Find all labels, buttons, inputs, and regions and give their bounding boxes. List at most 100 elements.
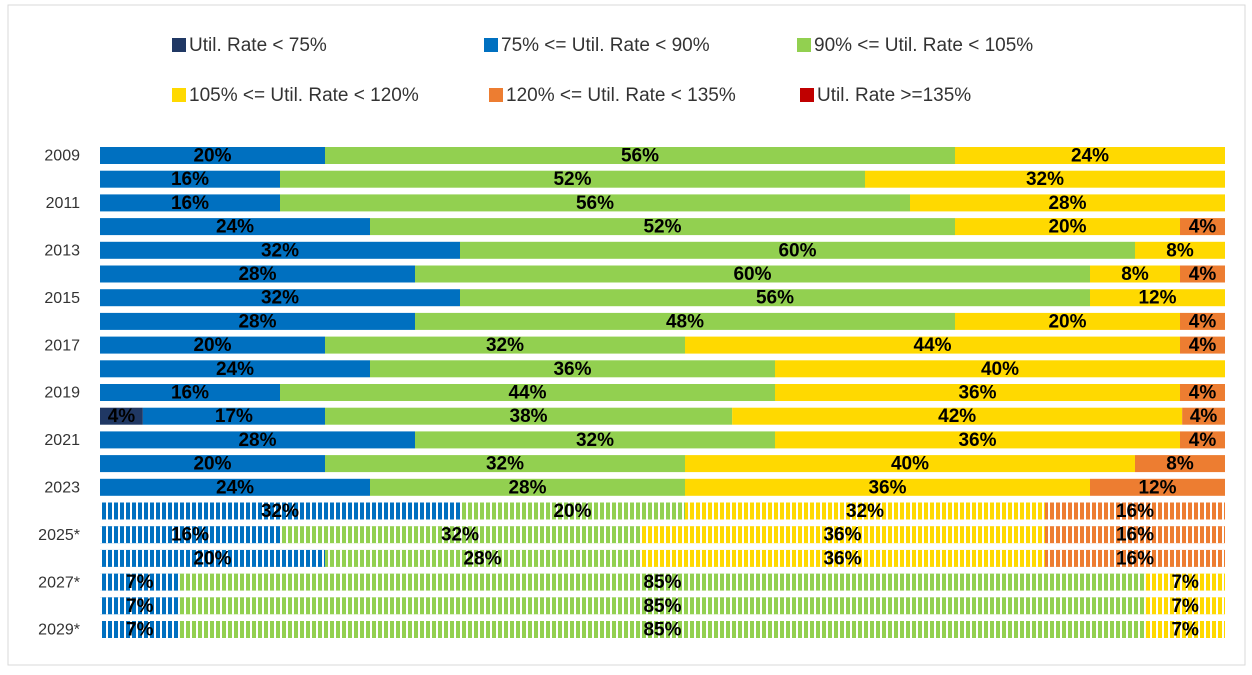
legend-label: 75% <= Util. Rate < 90% bbox=[501, 35, 710, 56]
bar-segment bbox=[100, 218, 370, 236]
bar-segment bbox=[100, 241, 460, 259]
data-label: 24% bbox=[216, 477, 254, 498]
data-label: 4% bbox=[1189, 311, 1217, 332]
hatch bbox=[100, 526, 280, 544]
data-label: 44% bbox=[508, 383, 546, 404]
bar-segment bbox=[415, 312, 955, 330]
bar-segment bbox=[100, 478, 370, 496]
data-label: 36% bbox=[553, 359, 591, 380]
data-label: 32% bbox=[261, 501, 299, 522]
y-tick-label: 2029* bbox=[38, 622, 80, 639]
bar-segment bbox=[100, 384, 280, 401]
data-label: 4% bbox=[1189, 430, 1217, 451]
bar-segment bbox=[325, 147, 955, 164]
bar-segment bbox=[415, 431, 775, 449]
data-label: 28% bbox=[463, 548, 501, 569]
data-label: 40% bbox=[981, 359, 1019, 380]
data-label: 4% bbox=[108, 406, 136, 427]
bar-segment bbox=[732, 407, 1183, 425]
data-label: 56% bbox=[576, 193, 614, 214]
data-label: 36% bbox=[868, 477, 906, 498]
hatch bbox=[460, 502, 685, 520]
data-label: 16% bbox=[171, 525, 209, 546]
bar-segment bbox=[1180, 265, 1225, 283]
bar-segment bbox=[1090, 478, 1225, 496]
data-label: 56% bbox=[621, 146, 659, 167]
bar-segment bbox=[1180, 312, 1225, 330]
y-tick-label: 2021 bbox=[44, 432, 80, 449]
bar-segment bbox=[100, 431, 415, 449]
data-label: 20% bbox=[193, 146, 231, 167]
data-label: 20% bbox=[1048, 217, 1086, 238]
bar-segment bbox=[865, 170, 1225, 188]
data-label: 16% bbox=[1116, 548, 1154, 569]
data-label: 32% bbox=[486, 454, 524, 475]
y-tick-label: 2019 bbox=[44, 385, 80, 402]
hatch bbox=[685, 502, 1045, 520]
data-label: 60% bbox=[778, 240, 816, 261]
data-label: 60% bbox=[733, 264, 771, 285]
data-label: 8% bbox=[1166, 454, 1194, 475]
y-tick-label: 2027* bbox=[38, 574, 80, 591]
bar-segment bbox=[100, 336, 325, 354]
data-label: 85% bbox=[643, 572, 681, 593]
hatch bbox=[179, 597, 1146, 615]
data-label: 32% bbox=[261, 288, 299, 309]
bar-segment bbox=[1180, 384, 1225, 401]
bar-segment bbox=[460, 241, 1135, 259]
bar-segment bbox=[142, 407, 325, 425]
data-label: 52% bbox=[553, 169, 591, 190]
bar-segment bbox=[100, 194, 280, 212]
legend-label: 90% <= Util. Rate < 105% bbox=[814, 35, 1033, 56]
y-tick-label: 2009 bbox=[44, 148, 80, 165]
legend-label: Util. Rate >=135% bbox=[817, 85, 971, 106]
data-label: 8% bbox=[1166, 240, 1194, 261]
data-label: 7% bbox=[126, 572, 154, 593]
hatch bbox=[179, 621, 1146, 638]
bar-segment bbox=[1090, 265, 1180, 283]
hatch bbox=[100, 502, 460, 520]
data-label: 16% bbox=[171, 169, 209, 190]
y-tick-label: 2013 bbox=[44, 243, 80, 260]
hatch bbox=[1145, 597, 1225, 615]
hatch bbox=[1145, 573, 1225, 591]
bar-segment bbox=[955, 312, 1180, 330]
data-label: 28% bbox=[238, 264, 276, 285]
hatch bbox=[100, 549, 325, 567]
data-label: 12% bbox=[1138, 288, 1176, 309]
data-label: 32% bbox=[261, 240, 299, 261]
bar-segment bbox=[370, 478, 685, 496]
bar-segment bbox=[775, 431, 1180, 449]
legend-swatch bbox=[172, 88, 186, 102]
bar-segment bbox=[325, 455, 685, 473]
bar-segment bbox=[100, 265, 415, 283]
y-tick-label: 2015 bbox=[44, 290, 80, 307]
y-tick-label: 2023 bbox=[44, 480, 80, 497]
data-label: 32% bbox=[576, 430, 614, 451]
y-tick-label: 2011 bbox=[46, 195, 81, 212]
legend-label: 120% <= Util. Rate < 135% bbox=[506, 85, 736, 106]
hatch bbox=[1145, 621, 1225, 638]
bar-segment bbox=[100, 407, 143, 425]
data-label: 38% bbox=[510, 406, 548, 427]
bar-segment bbox=[100, 147, 325, 164]
data-label: 16% bbox=[171, 193, 209, 214]
bar-segment bbox=[1090, 289, 1225, 307]
data-label: 16% bbox=[171, 383, 209, 404]
data-label: 28% bbox=[238, 430, 276, 451]
bar-segment bbox=[955, 147, 1225, 164]
data-label: 52% bbox=[643, 217, 681, 238]
y-tick-label: 2017 bbox=[44, 337, 80, 354]
bar-segment bbox=[370, 360, 775, 378]
bar-segment bbox=[910, 194, 1225, 212]
legend-swatch bbox=[797, 38, 811, 52]
legend-swatch bbox=[172, 38, 186, 52]
bar-segment bbox=[100, 360, 370, 378]
data-label: 20% bbox=[1048, 311, 1086, 332]
bar-segment bbox=[325, 407, 733, 425]
data-label: 7% bbox=[126, 596, 154, 617]
hatch bbox=[100, 597, 180, 615]
hatch bbox=[1045, 502, 1225, 520]
hatch bbox=[1045, 549, 1225, 567]
data-label: 4% bbox=[1189, 383, 1217, 404]
